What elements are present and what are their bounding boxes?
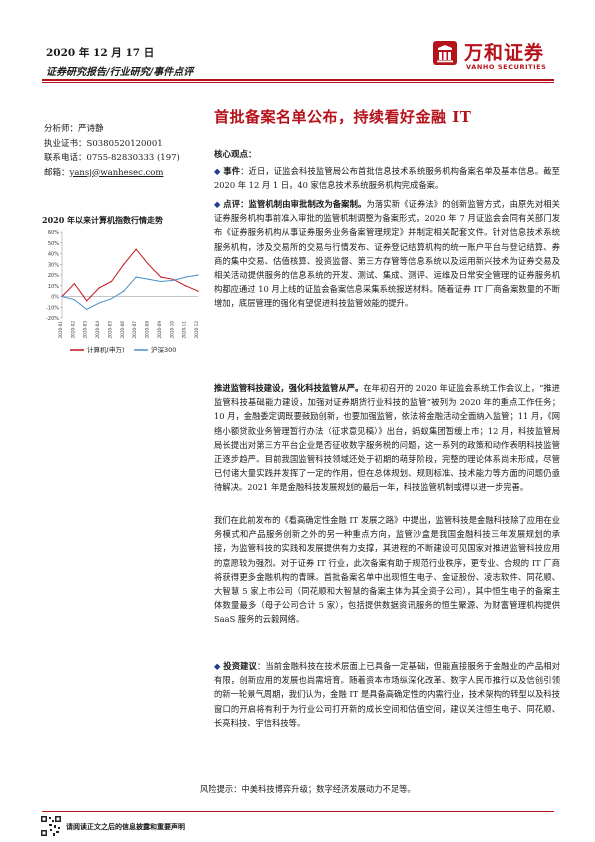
regulation-paragraph: 推进监管科技建设，强化科技监管从严。在年初召开的 2020 年证监会系统工作会议…: [214, 381, 560, 495]
analyst-info: 分析师：严诗静 执业证书：S0380520120001 联系电话：0755-82…: [44, 122, 180, 180]
data-point: [123, 263, 125, 265]
data-point: [185, 285, 187, 287]
risk-warning: 风险提示：中美科技博弈升级；数字经济发展动力不足等。: [200, 784, 416, 794]
y-tick-label: 40%: [48, 252, 59, 258]
event-paragraph: ◆ 事件：近日，证监会科技监管局公布首批信息技术系统服务机构备案名单及基本信息。…: [214, 164, 560, 192]
analyst-phone-row: 联系电话：0755-82830333 (197): [44, 151, 180, 166]
y-tick-label: -10%: [46, 305, 59, 311]
analyst-email-link[interactable]: yansj@wanhesec.com: [69, 167, 164, 178]
investment-label: 投资建议: [223, 661, 257, 671]
index-trend-chart: -20% -10% 0% 10% 20% 30% 40% 50% 60% 2020-01 2020-…: [46, 230, 199, 354]
x-tick-label: 2020-08: [145, 321, 150, 339]
header-divider: [42, 79, 554, 81]
analyst-cert: S0380520120001: [86, 138, 163, 149]
report-date: 2020 年 12 月 17 日: [46, 47, 155, 59]
report-title: 首批备案名单公布，持续看好金融 IT: [214, 108, 472, 126]
y-tick-label: 0%: [51, 295, 59, 301]
analyst-email-row: 邮箱：yansj@wanhesec.com: [44, 166, 180, 181]
analyst-cert-row: 执业证书：S0380520120001: [44, 137, 180, 152]
analyst-phone-label: 联系电话：: [44, 153, 87, 163]
series-line-1: [61, 248, 199, 302]
y-tick-label: 50%: [48, 241, 59, 247]
data-point: [160, 276, 162, 278]
data-point: [172, 278, 174, 280]
x-tick-label: 2020-02: [70, 321, 75, 339]
legend-label: 计算机(申万): [87, 345, 125, 354]
data-point: [147, 278, 150, 280]
data-point: [135, 248, 137, 250]
data-point: [86, 308, 88, 310]
event-text: ：近日，证监会科技监管局公布首批信息技术系统服务机构备案名单及基本信息。截至 2…: [214, 166, 560, 191]
data-point: [73, 299, 75, 301]
disclaimer-note: 请阅读正文之后的信息披露和重要声明: [66, 822, 185, 831]
comment-paragraph: ◆ 点评：监管机制由审批制改为备案制。为落实新《证券法》的创新监管方式，由原先对…: [214, 197, 560, 311]
data-point: [160, 280, 162, 283]
data-point: [135, 276, 137, 278]
data-point: [98, 287, 100, 289]
series-line-2: [61, 274, 199, 310]
analyst-phone: 0755-82830333 (197): [86, 153, 180, 163]
y-tick-label: 60%: [48, 230, 59, 236]
x-tick-label: 2020-05: [107, 321, 112, 339]
x-tick-label: 2020-09: [157, 321, 162, 339]
data-point: [185, 276, 187, 278]
regulation-lead: 推进监管科技建设，强化科技监管从严。: [214, 383, 364, 393]
data-point: [172, 279, 174, 281]
x-tick-label: 2020-07: [132, 321, 137, 339]
footer-divider: [42, 811, 554, 812]
logo-name-cn: 万和证券: [464, 42, 545, 64]
x-tick-label: 2020-06: [120, 321, 125, 339]
investment-text: ：当前金融科技在技术层面上已具备一定基础，但能直接服务于金融业的产品相对有限，创…: [214, 661, 560, 728]
y-tick-label: -20%: [46, 316, 59, 322]
comment-label: 点评: [223, 199, 241, 209]
x-tick-label: 2020-10: [169, 321, 174, 339]
x-tick-label: 2020-12: [194, 321, 199, 339]
y-tick-label: 10%: [48, 284, 59, 290]
data-point: [110, 280, 113, 283]
data-point: [123, 290, 125, 292]
data-point: [197, 274, 199, 276]
data-point: [197, 290, 199, 292]
data-point: [110, 298, 113, 300]
x-tick-label: 2020-01: [58, 321, 63, 339]
data-point: [73, 283, 75, 285]
data-point: [61, 295, 63, 298]
comment-lead: ：监管机制由审批制改为备案制。: [240, 199, 367, 209]
comment-text: 为落实新《证券法》的创新监管方式，由原先对相关证券服务机构事前准入审批的监管机制…: [214, 199, 560, 309]
company-logo: 万和证券 VANHO SECURITIES: [432, 36, 558, 80]
analyst-email-label: 邮箱：: [44, 167, 70, 178]
bullet-icon: ◆: [214, 661, 221, 671]
chart-title: 2020 年以来计算机指数行情走势: [42, 215, 164, 225]
analyst-name-label: 分析师：: [44, 124, 79, 134]
x-tick-label: 2020-03: [83, 321, 88, 339]
y-tick-label: 30%: [48, 262, 59, 268]
event-label: 事件: [223, 166, 241, 176]
analysis-paragraph: 我们在此前发布的《看高确定性金融 IT 发展之路》中提出，监管科技是金融科技除了…: [214, 513, 560, 627]
report-category: 证券研究报告/行业研究/事件点评: [46, 67, 194, 78]
header-divider-thin: [42, 82, 554, 83]
analyst-cert-label: 执业证书：: [44, 138, 87, 149]
bullet-icon: ◆: [214, 166, 221, 176]
bullet-icon: ◆: [214, 199, 221, 209]
x-tick-label: 2020-04: [95, 321, 100, 339]
y-tick-label: 20%: [48, 273, 59, 279]
qr-code-icon: [40, 815, 62, 837]
core-views-title: 核心观点：: [214, 150, 257, 160]
x-tick-label: 2020-11: [182, 321, 187, 339]
vanho-logo-icon: [433, 41, 457, 65]
logo-name-en: VANHO SECURITIES: [466, 63, 547, 71]
investment-paragraph: ◆ 投资建议：当前金融科技在技术层面上已具备一定基础，但能直接服务于金融业的产品…: [214, 659, 560, 730]
data-point: [147, 263, 150, 265]
analysis-text: 我们在此前发布的《看高确定性金融 IT 发展之路》中提出，监管科技是金融科技除了…: [214, 515, 560, 625]
regulation-text: 在年初召开的 2020 年证监会系统工作会议上，“推进监管科技基础能力建设，加强…: [214, 383, 560, 493]
data-point: [86, 300, 88, 302]
analyst-name: 严诗静: [78, 124, 104, 134]
data-point: [98, 302, 100, 304]
analyst-name-row: 分析师：严诗静: [44, 122, 180, 137]
legend-label: 沪深300: [151, 345, 176, 354]
